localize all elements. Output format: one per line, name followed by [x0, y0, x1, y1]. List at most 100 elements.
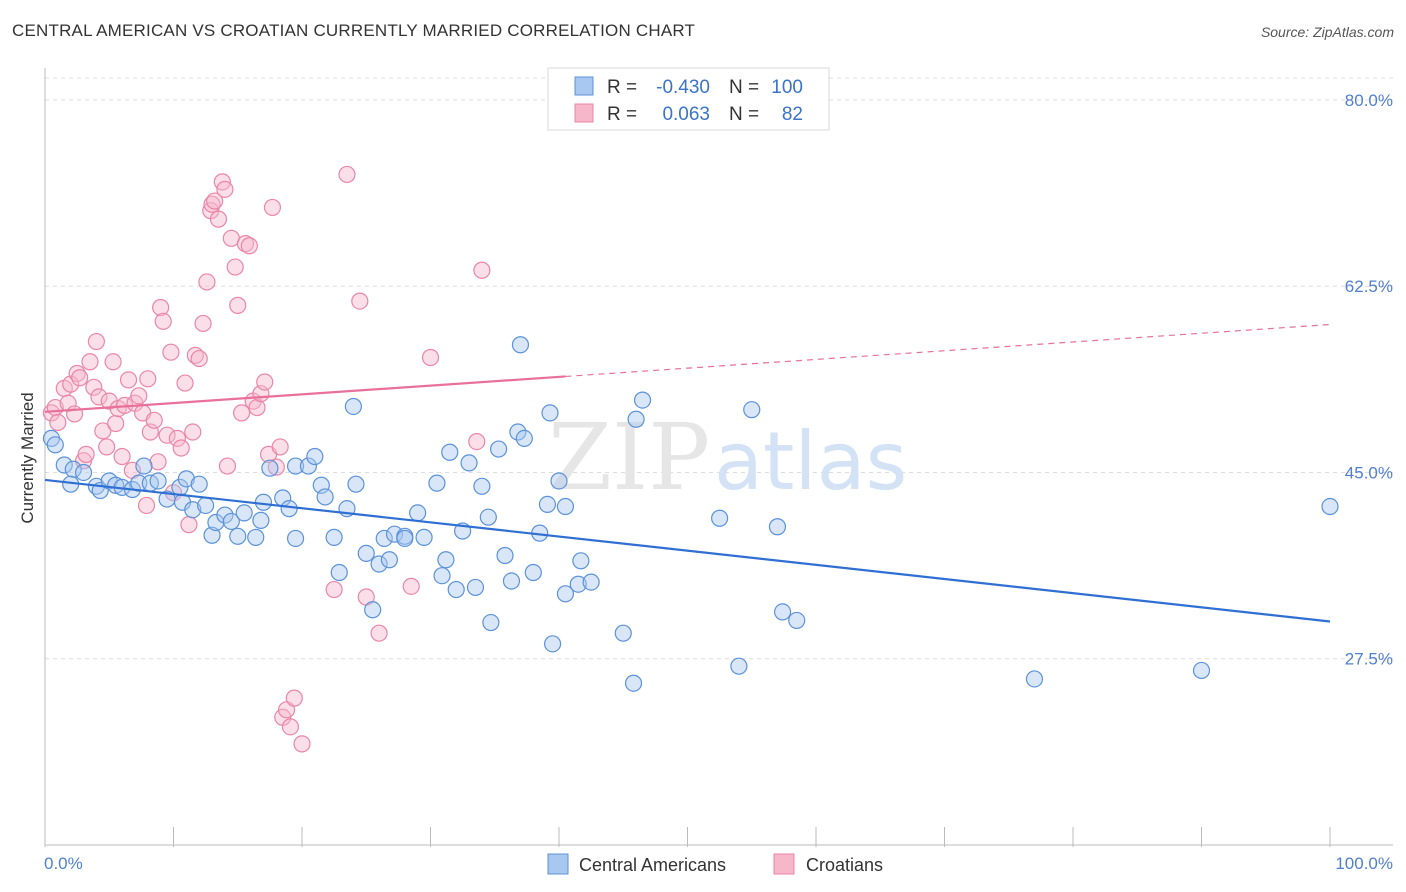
- data-point: [306, 447, 324, 466]
- data-point: [550, 472, 568, 490]
- data-point: [248, 398, 266, 417]
- data-point: [614, 624, 632, 642]
- data-point: [209, 210, 228, 228]
- data-point: [325, 528, 343, 546]
- data-point: [252, 511, 270, 529]
- data-point: [98, 438, 116, 456]
- data-point: [176, 374, 194, 392]
- data-point: [711, 509, 729, 527]
- data-point: [482, 613, 500, 632]
- data-point: [285, 689, 303, 707]
- data-point: [94, 422, 112, 440]
- data-point: [74, 463, 93, 482]
- data-point: [428, 474, 446, 492]
- data-point: [441, 443, 459, 461]
- y-tick-label: 80.0%: [1345, 91, 1393, 110]
- legend-box: [547, 67, 830, 131]
- data-point: [177, 470, 195, 488]
- data-point: [468, 432, 486, 451]
- data-point: [233, 404, 251, 422]
- data-point: [113, 447, 131, 466]
- data-point: [71, 369, 89, 387]
- data-point: [370, 555, 388, 573]
- data-point: [415, 528, 433, 546]
- data-point: [206, 192, 224, 210]
- data-point: [158, 426, 176, 444]
- data-point: [437, 551, 455, 569]
- bottom-legend-central-americans: Central Americans: [579, 855, 726, 875]
- data-point: [773, 603, 792, 621]
- data-point: [229, 296, 247, 314]
- data-point: [77, 445, 95, 463]
- legend-r-label-pink: R =: [607, 104, 637, 125]
- y-tick-label: 27.5%: [1345, 650, 1393, 669]
- data-point: [168, 429, 186, 448]
- tick-labels: 80.0% 62.5% 45.0% 27.5% 0.0% 100.0%: [44, 91, 1393, 873]
- data-point: [49, 413, 67, 432]
- data-point: [184, 501, 202, 519]
- data-point: [55, 456, 73, 474]
- data-point: [139, 370, 157, 388]
- data-point: [107, 414, 125, 433]
- data-point: [184, 423, 202, 441]
- data-point: [351, 292, 369, 310]
- legend-r-value-pink: 0.063: [662, 104, 710, 125]
- data-point: [218, 457, 237, 475]
- data-point: [396, 529, 414, 548]
- data-point: [240, 237, 258, 255]
- data-point: [344, 397, 362, 416]
- data-point: [286, 529, 305, 548]
- watermark: ZIP atlas: [548, 404, 907, 511]
- series-central-americans: [42, 336, 1339, 692]
- data-point: [556, 497, 575, 516]
- legend-swatch-pink: [574, 103, 594, 123]
- legend-r-value-blue: -0.430: [656, 77, 710, 98]
- data-point: [190, 475, 208, 493]
- data-point: [247, 528, 265, 546]
- data-point: [152, 298, 170, 317]
- data-point: [172, 439, 190, 457]
- data-point: [347, 475, 365, 493]
- data-point: [325, 580, 343, 599]
- data-point: [538, 495, 557, 513]
- data-point: [730, 657, 748, 675]
- data-point: [515, 429, 533, 448]
- legend: R = -0.430 N = 100 R = 0.063 N = 82: [547, 67, 830, 131]
- data-point: [137, 496, 156, 515]
- data-point: [402, 577, 420, 595]
- data-point: [375, 529, 393, 548]
- data-point: [370, 624, 388, 642]
- data-point: [299, 457, 318, 475]
- bottom-legend: Central Americans Croatians: [547, 853, 883, 875]
- data-point: [216, 506, 234, 524]
- data-point: [81, 353, 99, 371]
- x-tick-label-max: 100.0%: [1335, 854, 1393, 873]
- bottom-legend-swatch-pink: [773, 853, 795, 875]
- axes: [44, 68, 1393, 847]
- data-point: [271, 438, 289, 456]
- data-point: [198, 273, 216, 291]
- data-point: [261, 459, 279, 477]
- data-point: [135, 457, 153, 475]
- watermark-atlas: atlas: [714, 415, 907, 508]
- bottom-legend-croatians: Croatians: [806, 855, 883, 875]
- data-point: [572, 552, 590, 570]
- trend-lines: [44, 323, 1331, 623]
- data-point: [226, 258, 244, 276]
- data-point: [357, 544, 375, 562]
- data-point: [149, 472, 167, 490]
- data-point: [216, 180, 234, 198]
- data-point: [1321, 497, 1339, 516]
- y-tick-label: 62.5%: [1345, 277, 1393, 296]
- grid-lines: [45, 77, 1393, 660]
- data-point: [263, 198, 282, 217]
- data-point: [788, 611, 806, 630]
- data-point: [90, 388, 108, 406]
- source-label: Source: ZipAtlas.com: [1260, 24, 1394, 40]
- data-point: [145, 411, 163, 429]
- data-point: [627, 410, 645, 428]
- data-point: [194, 314, 212, 333]
- chart-title: CENTRAL AMERICAN VS CROATIAN CURRENTLY M…: [12, 21, 696, 40]
- data-point: [385, 525, 404, 543]
